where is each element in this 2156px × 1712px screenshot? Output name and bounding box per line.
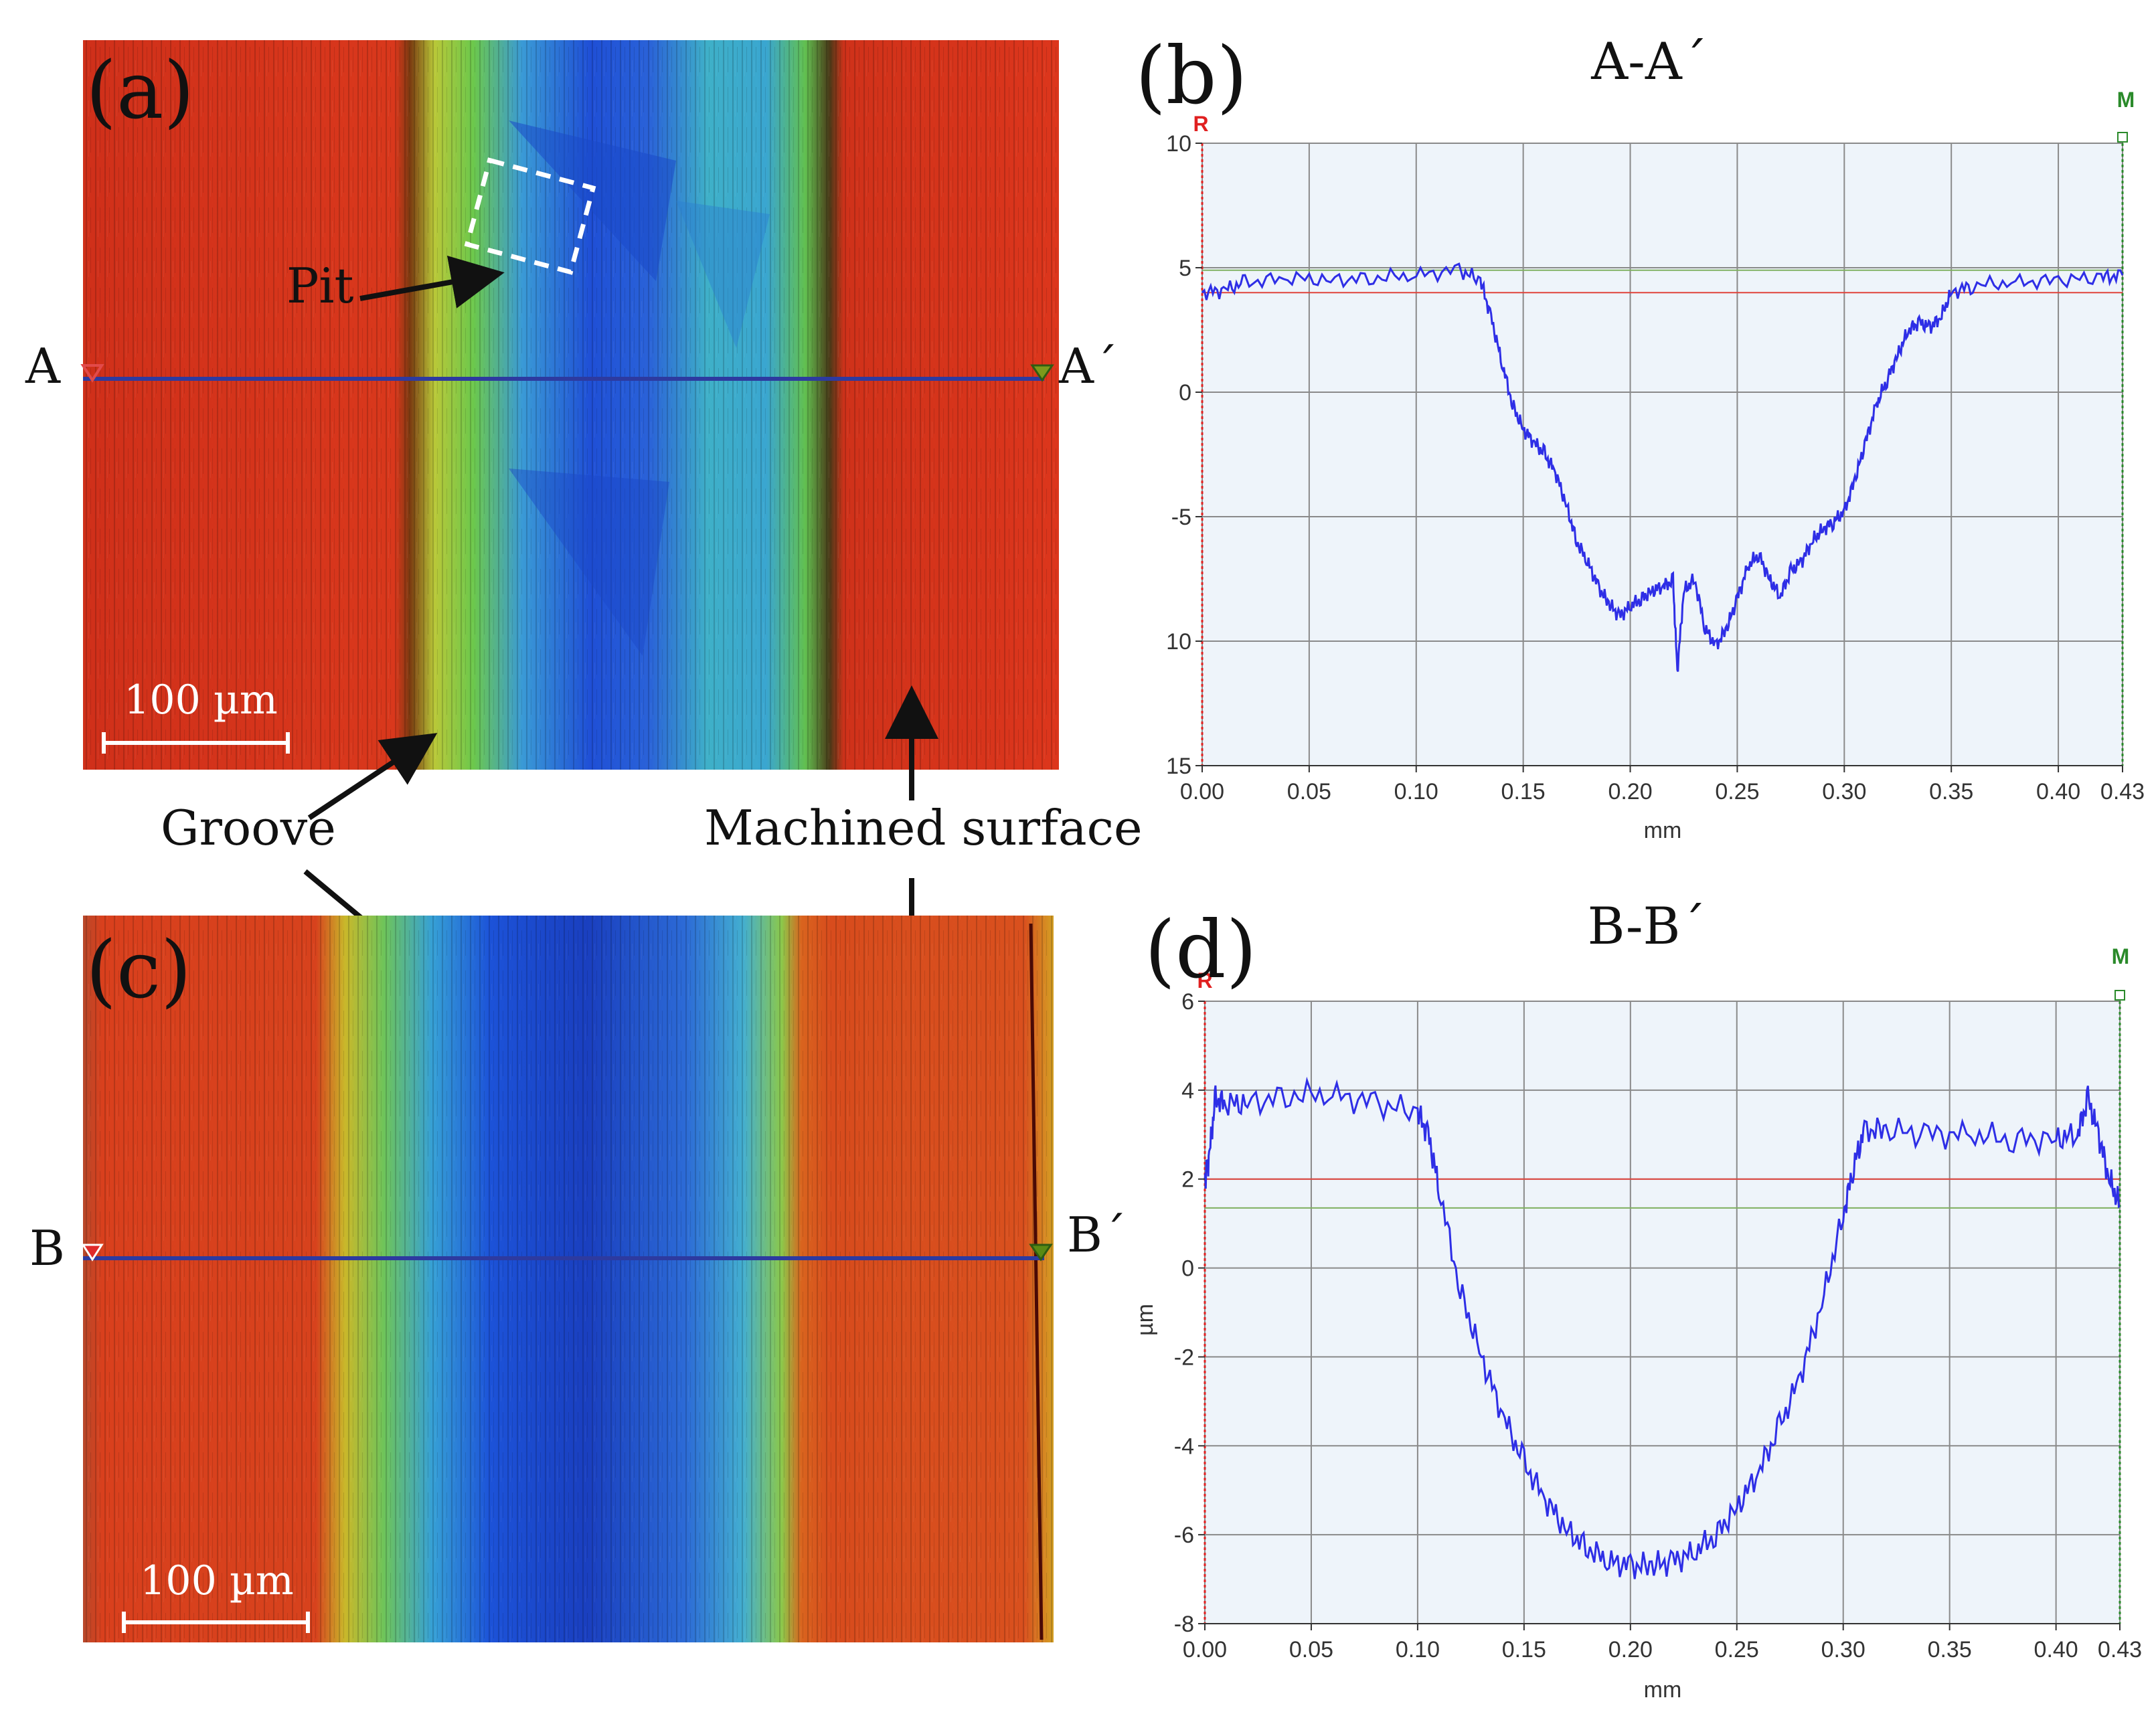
chart-a-x-axis-label: mm xyxy=(1644,818,1682,843)
groove-arrow-up xyxy=(307,733,438,821)
x-tick-label: 0.40 xyxy=(2036,779,2080,804)
x-tick-label: 0.20 xyxy=(1608,779,1652,804)
chart-b-marker-m: M xyxy=(2112,944,2130,968)
chart-b-marker-r: R xyxy=(1197,968,1212,993)
section-a-right-label: A´ xyxy=(1058,338,1118,394)
x-tick-label: 0.00 xyxy=(1180,779,1224,804)
panel-c-topography-image: 100 µm xyxy=(81,916,1054,1642)
chart-a-marker-m: M xyxy=(2117,88,2135,112)
pit-arrow xyxy=(359,255,505,309)
panel-label-b: (b) xyxy=(1135,29,1248,122)
panel-c-edge-line xyxy=(1029,923,1044,1640)
chart-b-grid xyxy=(1204,1001,2121,1624)
chart-b-m-handle xyxy=(2114,990,2125,1001)
y-tick-label: 10 xyxy=(1166,629,1191,655)
section-a-end-marker xyxy=(1030,364,1054,382)
chart-b-x-ticks: 0.00 0.05 0.10 0.15 0.20 0.25 0.30 0.35 0.40 0.43 xyxy=(1183,1624,2142,1662)
x-tick-label: 0.43 xyxy=(2100,779,2145,804)
chart-a-reference-lines xyxy=(1202,269,2123,294)
x-tick-label: 0.05 xyxy=(1289,1637,1333,1662)
x-tick-label: 0.05 xyxy=(1287,779,1331,804)
y-tick-label: -2 xyxy=(1174,1345,1194,1370)
chart-a-marker-r: R xyxy=(1193,112,1208,136)
machined-surface-label: Machined surface xyxy=(704,800,1143,856)
x-tick-label: 0.15 xyxy=(1502,1637,1546,1662)
profile-chart-a: 0.00 0.05 0.10 0.15 0.20 0.25 0.30 0.35 0.40 0.43… xyxy=(1166,31,2145,843)
x-tick-label: 0.30 xyxy=(1822,779,1866,804)
panel-a-pit-shading-2 xyxy=(509,468,669,656)
x-tick-label: 0.10 xyxy=(1394,779,1438,804)
panel-label-a: (a) xyxy=(86,44,194,137)
x-tick-label: 0.35 xyxy=(1928,1637,1972,1662)
pit-highlight-box xyxy=(464,157,596,275)
x-tick-label: 0.10 xyxy=(1396,1637,1440,1662)
section-b-end-marker xyxy=(1029,1244,1053,1262)
scale-bar-c-label: 100 µm xyxy=(140,1557,293,1604)
x-tick-label: 0.35 xyxy=(1929,779,1973,804)
y-tick-label: 6 xyxy=(1181,989,1194,1015)
chart-b-plot-area xyxy=(1204,1001,2121,1624)
chart-a-title: A-A´ xyxy=(1590,31,1707,91)
y-tick-label: -4 xyxy=(1174,1434,1194,1459)
y-tick-label: 2 xyxy=(1181,1167,1194,1193)
groove-label: Groove xyxy=(161,800,336,856)
section-a-left-label: A xyxy=(25,338,61,394)
chart-b-reference-lines xyxy=(1205,1178,2120,1209)
x-tick-label: 0.30 xyxy=(1821,1637,1865,1662)
panel-label-c: (c) xyxy=(86,924,191,1016)
x-tick-label: 0.20 xyxy=(1608,1637,1653,1662)
y-tick-label: 15 xyxy=(1166,754,1191,779)
chart-b-y-ticks: 6 4 2 0 -2 -4 -6 -8 xyxy=(1174,989,1205,1637)
chart-a-profile-line xyxy=(1201,262,2124,672)
profile-chart-b: 0.00 0.05 0.10 0.15 0.20 0.25 0.30 0.35 0.40 0.43… xyxy=(1133,896,2142,1703)
y-tick-label: 0 xyxy=(1181,1256,1194,1282)
y-tick-label: 0 xyxy=(1179,380,1191,406)
chart-b-x-axis-label: mm xyxy=(1644,1677,1682,1703)
chart-a-grid xyxy=(1201,143,2124,766)
section-b-start-marker xyxy=(81,1244,104,1262)
section-b-right-label: B´ xyxy=(1067,1207,1127,1263)
y-tick-label: 4 xyxy=(1181,1078,1194,1104)
chart-a-plot-area xyxy=(1201,143,2123,766)
panel-a-pit-shading-1 xyxy=(509,120,676,281)
chart-a-y-ticks: 10 5 0 -5 10 15 xyxy=(1166,131,1202,779)
y-tick-label: -6 xyxy=(1174,1523,1194,1548)
x-tick-label: 0.15 xyxy=(1501,779,1546,804)
panel-a-pit-shading-3 xyxy=(676,201,770,348)
x-tick-label: 0.40 xyxy=(2034,1637,2078,1662)
y-tick-label: -8 xyxy=(1174,1612,1194,1637)
chart-b-y-axis-label: µm xyxy=(1133,1304,1158,1336)
panel-label-d: (d) xyxy=(1145,904,1257,996)
x-tick-label: 0.00 xyxy=(1183,1637,1227,1662)
y-tick-label: -5 xyxy=(1171,505,1191,530)
chart-b-profile-line xyxy=(1204,1076,2121,1579)
chart-a-m-handle xyxy=(2117,132,2128,143)
chart-a-x-ticks: 0.00 0.05 0.10 0.15 0.20 0.25 0.30 0.35 0.40 0.43 xyxy=(1180,766,2145,804)
y-tick-label: 10 xyxy=(1166,131,1191,157)
x-tick-label: 0.25 xyxy=(1715,779,1759,804)
panel-a-topography-image: 100 µm xyxy=(80,40,1059,770)
section-b-left-label: B xyxy=(29,1220,65,1276)
x-tick-label: 0.43 xyxy=(2098,1637,2142,1662)
chart-b-title: B-B´ xyxy=(1588,896,1706,956)
section-a-start-marker xyxy=(80,364,104,383)
panel-c-texture xyxy=(83,916,1054,1642)
x-tick-label: 0.25 xyxy=(1715,1637,1759,1662)
pit-label: Pit xyxy=(286,258,353,314)
y-tick-label: 5 xyxy=(1179,256,1191,281)
scale-bar-a-label: 100 µm xyxy=(124,677,277,723)
